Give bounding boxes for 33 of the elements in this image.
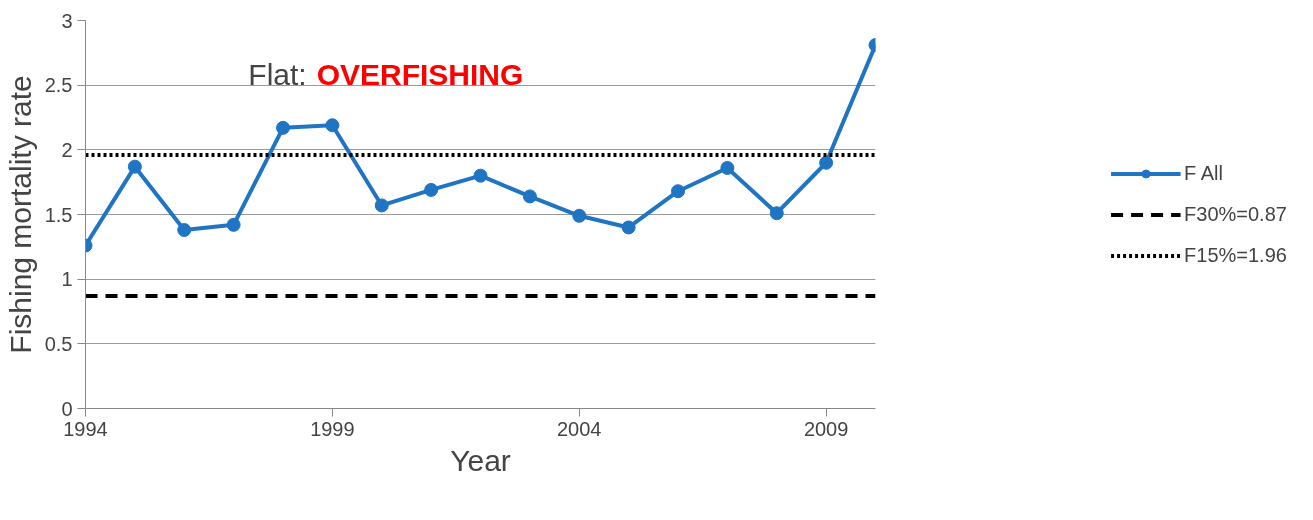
- legend-label: F All: [1184, 161, 1223, 185]
- point: [720, 160, 735, 175]
- y-tick-label: 0.5: [44, 332, 73, 355]
- point: [127, 159, 142, 174]
- point: [177, 223, 192, 238]
- point: [276, 120, 290, 135]
- y-tick-label: 1.5: [44, 203, 73, 226]
- point: [325, 118, 340, 133]
- annotation: Flat:: [248, 58, 307, 92]
- y-tick-label: 1: [61, 268, 73, 291]
- point: [424, 182, 439, 197]
- point: [473, 168, 488, 183]
- point: [671, 184, 685, 199]
- x-tick-label: 1999: [310, 417, 355, 440]
- y-tick-label: 0: [61, 397, 73, 420]
- point: [621, 220, 636, 235]
- x-axis-title: Year: [450, 443, 511, 477]
- x-tick-label: 1994: [63, 417, 108, 440]
- y-tick-label: 2: [61, 138, 73, 161]
- x-tick-label: 2009: [803, 417, 849, 440]
- point: [522, 189, 537, 204]
- x-tick-label: 2004: [557, 417, 602, 440]
- point: [572, 208, 587, 223]
- point: [769, 206, 784, 221]
- annotation: OVERFISHING: [316, 58, 524, 92]
- point: [819, 155, 834, 170]
- point: [374, 198, 389, 213]
- legend-label: F30%=0.87: [1184, 202, 1287, 226]
- y-axis-title: Fishing mortality rate: [3, 75, 37, 354]
- y-tick-label: 2.5: [44, 74, 73, 97]
- legend-label: F15%=1.96: [1184, 243, 1287, 267]
- point: [226, 217, 241, 232]
- y-tick-label: 3: [61, 9, 73, 32]
